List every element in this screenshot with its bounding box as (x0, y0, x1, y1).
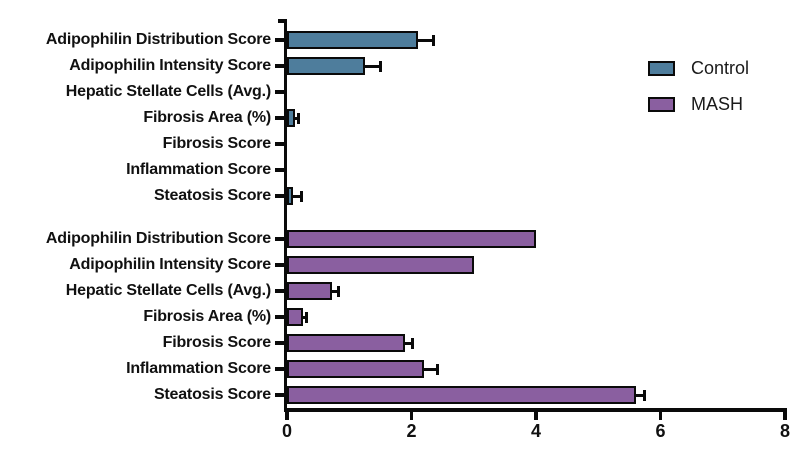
error-bar-cap (336, 285, 340, 297)
category-tick (274, 90, 284, 94)
category-tick (274, 289, 284, 293)
error-bar-cap (436, 363, 440, 375)
y-axis-line (283, 19, 287, 408)
category-tick (274, 64, 284, 68)
control-bar (287, 31, 418, 49)
category-tick (274, 237, 284, 241)
mash-bar (287, 386, 636, 404)
category-label: Fibrosis Area (%) (143, 109, 271, 126)
control-bar (287, 187, 294, 205)
error-bar-cap (378, 60, 382, 72)
category-label: Steatosis Score (153, 386, 271, 403)
error-bar-cap (643, 389, 647, 401)
x-tick-label: 6 (655, 421, 666, 441)
error-bar-cap (411, 337, 415, 349)
category-tick (274, 393, 284, 397)
x-axis-tick (285, 412, 289, 420)
category-tick (274, 367, 284, 371)
category-label: Adipophilin Distribution Score (45, 31, 271, 48)
legend-label-control: Control (691, 58, 750, 78)
control-swatch (648, 61, 675, 76)
x-tick-label: 4 (530, 421, 541, 441)
error-bar-line (423, 367, 438, 371)
error-bar-line (364, 64, 381, 68)
x-axis-line (283, 408, 787, 412)
error-bar-cap (299, 190, 303, 202)
category-label: Adipophilin Intensity Score (69, 57, 271, 74)
error-bar-line (302, 315, 307, 319)
category-label: Inflammation Score (126, 360, 271, 377)
error-bar-line (295, 116, 299, 120)
category-label: Hepatic Stellate Cells (Avg.) (65, 282, 271, 299)
category-tick (274, 38, 284, 42)
legend-item-control: Control (648, 58, 749, 79)
mash-swatch (648, 97, 675, 112)
mash-bar (287, 282, 332, 300)
category-label: Hepatic Stellate Cells (Avg.) (65, 83, 271, 100)
category-label: Inflammation Score (126, 161, 271, 178)
legend-item-mash: MASH (648, 94, 749, 115)
mash-bar (287, 230, 536, 248)
x-axis-tick (409, 412, 414, 420)
category-tick (274, 142, 284, 146)
category-tick (274, 263, 284, 267)
category-tick (274, 116, 284, 120)
x-axis-tick (534, 412, 538, 420)
legend-label-mash: MASH (691, 94, 744, 114)
error-bar-line (331, 289, 339, 293)
control-bar (287, 109, 296, 127)
x-tick-label: 8 (779, 421, 790, 441)
error-bar-line (293, 194, 302, 198)
control-bar (287, 57, 365, 75)
x-tick-label: 0 (281, 421, 292, 441)
category-label: Fibrosis Score (162, 135, 272, 152)
error-bar-line (635, 393, 645, 397)
y-axis-top-tick (277, 19, 284, 23)
category-label: Fibrosis Score (162, 334, 272, 351)
category-tick (274, 194, 284, 198)
category-tick (274, 315, 284, 319)
x-tick-label: 2 (406, 421, 417, 441)
category-tick (274, 341, 284, 345)
error-bar-cap (296, 112, 300, 124)
legend: Control MASH (648, 58, 749, 130)
mash-bar (287, 256, 474, 274)
error-bar-line (405, 341, 413, 345)
mash-bar (287, 308, 303, 326)
error-bar-line (417, 38, 434, 42)
category-label: Steatosis Score (153, 187, 271, 204)
x-axis-tick (658, 412, 663, 420)
mash-bar (287, 334, 406, 352)
x-axis-tick (783, 412, 787, 420)
category-label: Fibrosis Area (%) (143, 308, 271, 325)
error-bar-cap (431, 34, 435, 46)
error-bar-cap (305, 311, 309, 323)
category-tick (274, 168, 284, 172)
category-label: Adipophilin Distribution Score (45, 230, 271, 247)
mash-bar (287, 360, 424, 378)
category-label: Adipophilin Intensity Score (69, 256, 271, 273)
